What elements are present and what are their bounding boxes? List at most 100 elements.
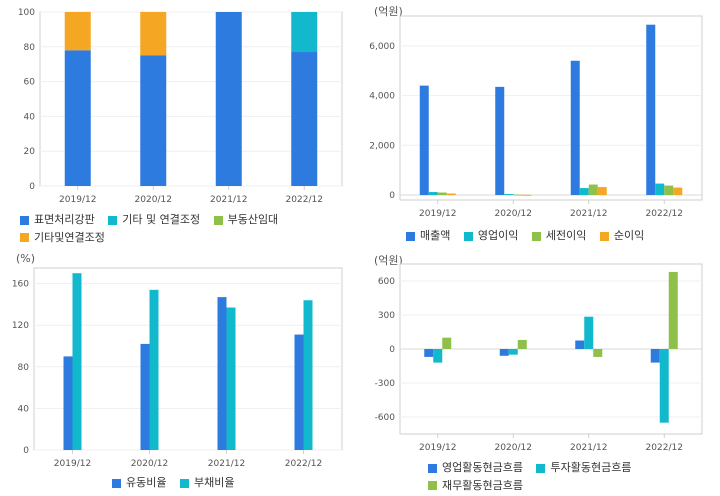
legend-label: 영업활동현금흐름 <box>442 461 523 474</box>
bar <box>64 50 91 186</box>
x-tick-label: 2020/12 <box>495 209 532 219</box>
bar <box>149 289 159 450</box>
y-tick-label: 120 <box>12 321 29 331</box>
legend-label: 유동비율 <box>126 476 167 489</box>
legend-item: 투자활동현금흐름 <box>536 460 631 476</box>
legend-label: 매출액 <box>420 229 451 242</box>
ratio-legend: 유동비율 부채비율 <box>112 475 332 493</box>
bar <box>437 192 447 196</box>
bar <box>140 55 167 186</box>
bar <box>517 339 527 349</box>
y-tick-label: -300 <box>375 379 396 389</box>
legend-item: 표면처리강판 <box>20 212 95 228</box>
y-tick-label: 600 <box>378 277 395 287</box>
legend-item: 영업활동현금흐름 <box>428 460 523 476</box>
legend-swatch <box>531 231 541 241</box>
legend-label: 부채비율 <box>193 476 235 489</box>
bar <box>579 188 589 196</box>
x-tick-label: 2022/12 <box>286 195 323 205</box>
legend-item: 부동산임대 <box>213 212 278 228</box>
legend-item: 유동비율 <box>112 475 166 491</box>
bar <box>508 349 518 355</box>
y-tick-label: 20 <box>24 147 36 157</box>
x-tick-label: 2022/12 <box>285 459 322 469</box>
y-tick-label: 100 <box>18 8 35 18</box>
legend-label: 기타 및 연결조정 <box>122 213 201 226</box>
y-tick-label: 0 <box>23 446 29 456</box>
bar <box>140 343 150 450</box>
bar <box>588 184 598 196</box>
legend-item: 영업이익 <box>463 228 519 244</box>
legend-item: 순이익 <box>599 228 645 244</box>
bar <box>650 349 660 363</box>
ratio-unit-label: (%) <box>16 252 36 265</box>
income-unit-label: (억원) <box>374 5 403 18</box>
bar <box>593 349 603 357</box>
ratio-chart: (%) 0 40 80 120 160 2019/12 2020/12 2021/12 2022… <box>0 248 360 496</box>
legend-swatch <box>112 478 121 488</box>
bar <box>291 52 318 186</box>
y-tick-label: 60 <box>24 78 36 88</box>
x-tick-label: 2021/12 <box>208 459 245 469</box>
x-tick-label: 2021/12 <box>570 209 607 219</box>
legend-label: 표면처리강판 <box>34 213 95 226</box>
y-tick-label: 0 <box>29 182 35 192</box>
bar <box>63 356 73 450</box>
x-tick-label: 2019/12 <box>419 443 456 453</box>
cashflow-unit-label: (억원) <box>374 254 403 267</box>
legend-label: 재무활동현금흐름 <box>442 478 523 492</box>
bar <box>673 187 683 196</box>
y-tick-label: 0 <box>389 345 395 355</box>
legend-swatch <box>213 215 223 225</box>
bar <box>215 12 242 186</box>
bar <box>570 60 580 196</box>
x-tick-label: 2022/12 <box>646 209 683 219</box>
x-tick-label: 2020/12 <box>131 459 168 469</box>
bar <box>522 194 532 196</box>
bar <box>303 300 313 450</box>
income-chart: (억원) 0 2,000 4,000 6,000 2019/12 2020/12 2021/… <box>360 0 720 248</box>
x-tick-label: 2020/12 <box>495 443 532 453</box>
legend-swatch <box>463 231 473 241</box>
legend-label: 기타및연결조정 <box>34 230 105 244</box>
cashflow-legend: 영업활동현금흐름 투자활동현금흐름 재무활동현금흐름 <box>428 460 698 495</box>
bar <box>72 273 82 450</box>
legend-label: 순이익 <box>613 229 645 242</box>
legend-label: 세전이익 <box>545 229 587 242</box>
y-tick-label: 2,000 <box>369 141 395 151</box>
segment-share-legend: 표면처리강판 기타 및 연결조정 부동산임대 기타및연결조정 <box>20 212 340 247</box>
y-tick-label: 0 <box>389 191 395 201</box>
bar <box>140 12 167 56</box>
bar <box>419 85 429 196</box>
legend-item: 매출액 <box>406 228 450 244</box>
bar <box>64 12 91 51</box>
bar <box>442 337 452 349</box>
y-tick-label: 80 <box>18 363 30 373</box>
cashflow-plot: -600 -300 0 300 600 2019/12 2020/12 2021/12 2022… <box>375 263 703 453</box>
segment-share-chart: 0 20 40 60 80 100 2019/12 2020/12 2021/12 2022/12… <box>0 0 360 248</box>
bar <box>217 297 227 450</box>
legend-swatch <box>179 478 189 488</box>
legend-label: 영업이익 <box>477 229 519 242</box>
bar <box>664 185 674 196</box>
y-tick-label: 40 <box>18 404 30 414</box>
cashflow-chart: (억원) -600 -300 0 300 600 2019/12 2020/12 2021/1… <box>360 248 720 496</box>
bar <box>226 307 236 450</box>
y-tick-label: 6,000 <box>369 42 395 52</box>
y-tick-label: -600 <box>375 413 396 423</box>
y-tick-label: 4,000 <box>369 92 395 102</box>
income-legend: 매출액 영업이익 세전이익 순이익 <box>406 228 706 246</box>
plot-frame <box>399 15 703 201</box>
bar <box>659 349 669 423</box>
x-tick-label: 2019/12 <box>419 209 456 219</box>
bar <box>495 86 505 196</box>
segment-share-plot: 0 20 40 60 80 100 2019/12 2020/12 2021/12 2022/12 <box>18 8 343 205</box>
x-tick-label: 2019/12 <box>54 459 91 469</box>
y-tick-label: 160 <box>12 280 29 290</box>
bar <box>584 316 594 349</box>
bar <box>646 24 656 196</box>
x-tick-label: 2021/12 <box>210 195 247 205</box>
legend-item: 기타및연결조정 <box>20 230 105 246</box>
bar <box>433 349 443 363</box>
legend-swatch <box>428 463 437 473</box>
